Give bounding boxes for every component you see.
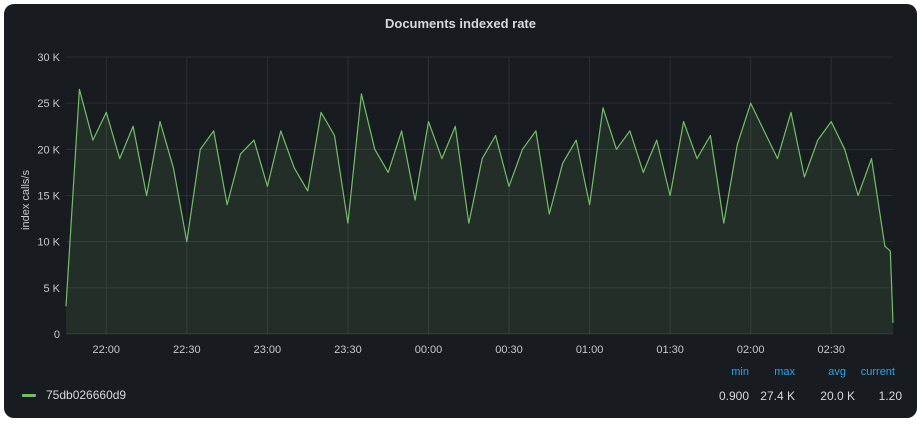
- y-tick-label: 15 K: [37, 191, 60, 203]
- x-tick-label: 02:00: [737, 344, 765, 356]
- x-tick-label: 01:30: [656, 344, 684, 356]
- x-tick-label: 23:30: [334, 344, 362, 356]
- stat-value-min: 0.900: [718, 389, 749, 403]
- y-tick-label: 20 K: [37, 144, 60, 156]
- x-tick-label: 01:00: [576, 344, 604, 356]
- series-fill: [66, 89, 893, 334]
- legend-item[interactable]: 75db026660d9: [22, 388, 126, 402]
- y-tick-label: 30 K: [37, 52, 60, 64]
- y-tick-label: 10 K: [37, 237, 60, 249]
- panel-title[interactable]: Documents indexed rate: [385, 16, 536, 31]
- stat-value-current: 1.20: [878, 389, 902, 403]
- stat-header-current[interactable]: current: [860, 366, 895, 378]
- stat-value-avg: 20.0 K: [820, 389, 855, 403]
- x-tick-label: 00:00: [415, 344, 443, 356]
- y-axis-label: index calls/s: [20, 170, 32, 230]
- stat-header-max[interactable]: max: [774, 366, 795, 378]
- legend-series-name: 75db026660d9: [46, 388, 127, 402]
- stat-header-min[interactable]: min: [731, 366, 749, 378]
- legend-swatch-icon: [22, 393, 36, 397]
- stat-header-avg[interactable]: avg: [828, 366, 846, 378]
- y-tick-label: 0: [54, 329, 60, 341]
- x-tick-label: 22:30: [173, 344, 201, 356]
- x-tick-label: 00:30: [495, 344, 523, 356]
- y-tick-label: 25 K: [37, 98, 60, 110]
- chart-panel: Documents indexed rate: [4, 4, 917, 418]
- series-line[interactable]: [65, 88, 894, 323]
- stat-value-max: 27.4 K: [760, 389, 795, 403]
- y-tick-label: 5 K: [43, 283, 60, 295]
- x-tick-label: 02:30: [817, 344, 845, 356]
- grid-lines: [66, 56, 893, 335]
- x-tick-label: 22:00: [93, 344, 121, 356]
- series-area: [65, 88, 894, 334]
- x-tick-label: 23:00: [254, 344, 282, 356]
- axes: 0 5 K 10 K 15 K 20 K 25 K 30 K 22:00 22:30 23:00 2…: [37, 52, 845, 356]
